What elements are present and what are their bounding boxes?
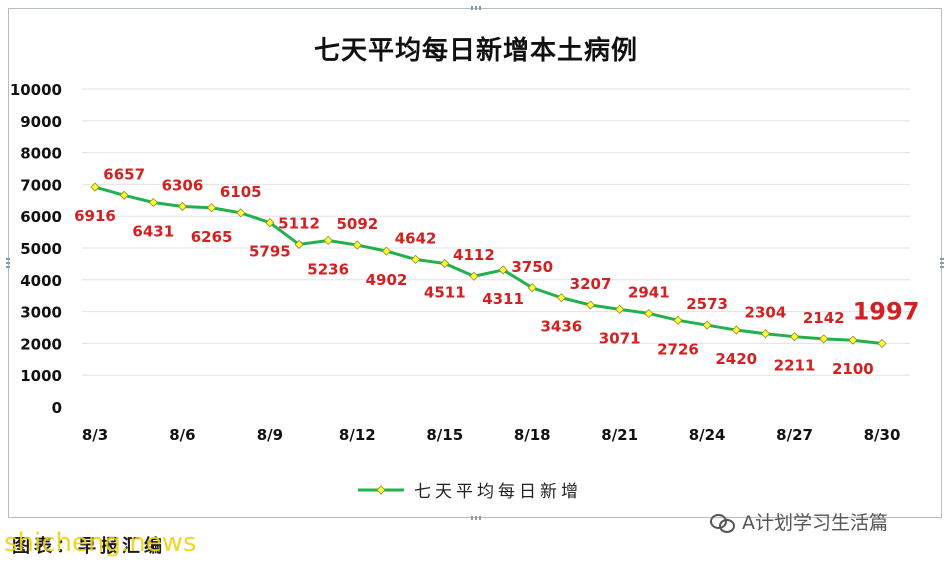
data-point [352, 240, 362, 250]
data-point [381, 246, 392, 256]
y-tick-label: 9000 [20, 113, 62, 131]
chart-title: 七天平均每日新增本土病例 [313, 36, 638, 66]
data-label: 6431 [132, 222, 174, 240]
data-label: 5112 [278, 214, 320, 232]
y-tick-label: 2000 [20, 335, 62, 353]
data-point [585, 300, 596, 310]
data-point [702, 320, 712, 330]
x-tick-label: 8/24 [689, 426, 726, 444]
wechat-icon [710, 512, 736, 533]
data-label: 6306 [162, 176, 204, 194]
data-point [615, 304, 625, 314]
data-point [119, 190, 129, 200]
data-label: 4642 [395, 229, 437, 247]
chart-frame [8, 8, 942, 518]
data-label: 2726 [657, 340, 699, 358]
resize-handle-bottom[interactable] [471, 516, 481, 520]
y-tick-label: 4000 [20, 272, 62, 290]
resize-handle-top[interactable] [471, 6, 481, 10]
y-tick-label: 5000 [20, 240, 62, 258]
data-label: 2100 [832, 360, 874, 378]
data-label: 4112 [453, 246, 495, 264]
data-label: 2304 [745, 304, 787, 322]
data-point [819, 334, 829, 344]
resize-handle-right[interactable] [940, 258, 944, 268]
data-point [323, 235, 333, 246]
chart-credit: 图表：早报汇编 [12, 536, 166, 557]
y-tick-label: 8000 [20, 145, 62, 163]
data-point [148, 197, 158, 208]
wechat-watermark: A计划学习生活篇 [710, 508, 888, 535]
data-label: 4511 [424, 284, 466, 302]
data-point [789, 332, 800, 342]
y-tick-label: 1000 [20, 367, 62, 385]
data-point [265, 218, 275, 228]
data-label: 3207 [570, 275, 612, 293]
data-point [177, 201, 188, 212]
data-label: 5092 [336, 215, 378, 233]
x-tick-label: 8/30 [864, 426, 901, 444]
data-label: 3071 [599, 329, 641, 347]
data-point [236, 208, 246, 218]
series-line [94, 185, 883, 345]
data-point [673, 315, 683, 325]
x-tick-label: 8/18 [514, 426, 551, 444]
data-label: 6916 [74, 207, 116, 225]
data-point [731, 325, 741, 335]
data-point [411, 254, 421, 264]
data-label: 2941 [628, 283, 670, 301]
x-tick-label: 8/6 [169, 426, 195, 444]
data-label: 5795 [249, 243, 291, 261]
data-point [644, 308, 654, 319]
data-point [440, 258, 450, 269]
data-label: 3750 [511, 258, 553, 276]
legend-label: 七天平均每日新增 [414, 482, 582, 502]
data-label: 2142 [803, 309, 845, 327]
data-point [877, 338, 887, 349]
data-point [556, 293, 566, 303]
data-label: 2420 [715, 350, 757, 368]
y-tick-label: 7000 [20, 176, 62, 194]
data-point [90, 182, 100, 192]
data-label: 6657 [103, 165, 145, 183]
data-label-latest: 1997 [853, 297, 920, 325]
y-tick-label: 10000 [10, 81, 62, 99]
data-point [207, 203, 217, 213]
x-tick-label: 8/21 [601, 426, 638, 444]
data-point [527, 283, 537, 293]
data-point [848, 335, 858, 345]
y-tick-label: 3000 [20, 304, 62, 322]
data-label: 6105 [220, 183, 262, 201]
legend-marker [376, 485, 386, 495]
data-point [760, 329, 770, 339]
y-tick-label: 6000 [20, 208, 62, 226]
x-tick-label: 8/9 [257, 426, 283, 444]
data-point [469, 271, 479, 281]
data-label: 4311 [482, 290, 524, 308]
data-point [498, 265, 508, 275]
x-tick-label: 8/12 [339, 426, 376, 444]
y-tick-label: 0 [52, 399, 62, 417]
data-label: 4902 [366, 271, 408, 289]
x-tick-label: 8/27 [776, 426, 813, 444]
resize-handle-left[interactable] [6, 258, 10, 268]
x-tick-label: 8/15 [426, 426, 463, 444]
data-label: 2211 [774, 357, 816, 375]
wechat-account-name: A计划学习生活篇 [742, 512, 888, 534]
data-label: 3436 [540, 318, 582, 336]
data-label: 6265 [191, 228, 233, 246]
site-watermark: shicheng.news [4, 528, 197, 558]
data-label: 2573 [686, 295, 728, 313]
data-point [294, 239, 304, 250]
data-label: 5236 [307, 260, 349, 278]
x-tick-label: 8/3 [82, 426, 108, 444]
